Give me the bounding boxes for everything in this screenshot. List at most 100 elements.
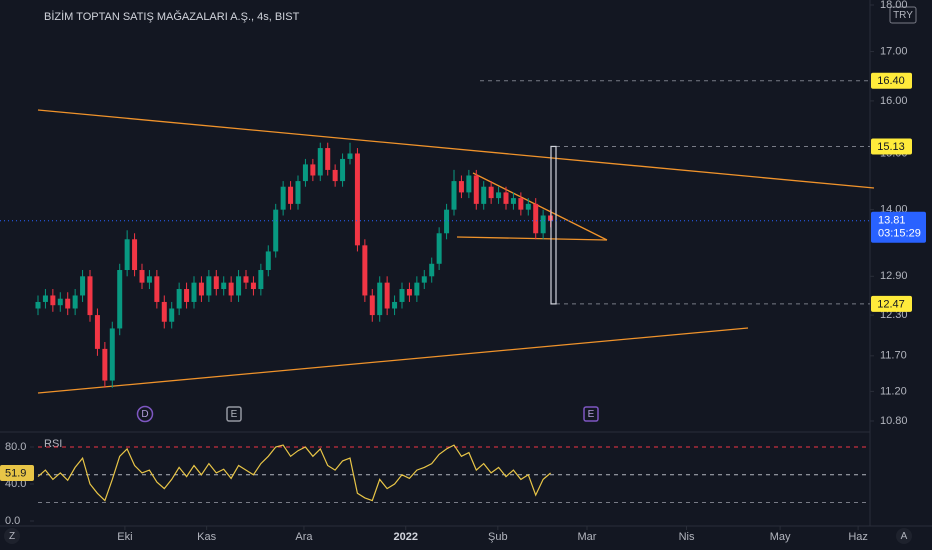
y-tick-label: 10.80: [880, 415, 908, 427]
event-marker[interactable]: [136, 405, 154, 423]
rsi-value-box: [0, 464, 34, 481]
rsi-label: RSI: [44, 438, 62, 450]
triangle-upper: [472, 172, 608, 241]
price-label: 15.13: [877, 141, 905, 153]
candle-body: [414, 282, 420, 296]
event-marker[interactable]: [583, 406, 599, 422]
price-label: 12.47: [877, 298, 905, 310]
candle-body: [406, 289, 412, 296]
x-tick-label: Haz: [848, 531, 868, 543]
candle-body: [510, 198, 516, 204]
candle-body: [221, 282, 227, 290]
candle-body: [184, 289, 190, 302]
rsi-tick-label: 80.0: [5, 441, 26, 453]
candle-body: [42, 295, 48, 302]
candle-body: [481, 186, 487, 204]
candle-body: [35, 301, 41, 309]
x-tick-label: Mar: [577, 531, 596, 543]
x-tick-label: Kas: [197, 531, 216, 543]
candle-body: [488, 186, 494, 199]
candle-body: [496, 192, 502, 199]
event-label[interactable]: E: [231, 409, 238, 420]
x-tick-label: 2022: [393, 531, 417, 543]
candle-body: [473, 175, 479, 204]
candle-body: [392, 301, 398, 309]
candle-body: [109, 328, 115, 381]
y-tick-label: 16.00: [880, 95, 908, 107]
price-label: 16.40: [877, 75, 905, 87]
y-tick-label: 17.00: [880, 45, 908, 57]
currency-box[interactable]: [889, 6, 917, 24]
candle-body: [540, 215, 546, 234]
candle-body: [117, 270, 123, 329]
candle-body: [340, 158, 346, 182]
candle-body: [102, 348, 108, 381]
candle-body: [72, 295, 78, 309]
candle-body: [332, 169, 338, 182]
candle-body: [139, 270, 145, 283]
x-tick-label: Nis: [679, 531, 695, 543]
candle-body: [444, 209, 450, 234]
y-tick-label: 12.90: [880, 270, 908, 282]
candle-body: [399, 289, 405, 302]
candle-body: [458, 181, 464, 193]
candle-body: [325, 148, 331, 170]
candle-body: [421, 276, 427, 283]
candle-body: [132, 239, 138, 271]
corner-icon[interactable]: [4, 528, 20, 544]
y-tick-label: 18.00: [880, 0, 908, 11]
rsi-value-label: 51.9: [5, 467, 26, 479]
event-label[interactable]: E: [588, 409, 595, 420]
rsi-tick-label: 0.0: [5, 515, 20, 527]
candle-body: [384, 282, 390, 309]
candle-body: [317, 148, 323, 176]
candle-body: [533, 203, 539, 234]
candle-body: [250, 282, 256, 290]
y-tick-label: 12.30: [880, 309, 908, 321]
x-tick-label: May: [770, 531, 791, 543]
currency[interactable]: TRY: [893, 10, 913, 21]
candle-body: [525, 203, 531, 210]
event-label[interactable]: D: [141, 409, 148, 420]
candle-body: [451, 181, 457, 210]
price-label-box: [871, 72, 912, 89]
candle-body: [65, 298, 71, 309]
candle-body: [169, 308, 175, 322]
candle-body: [176, 289, 182, 309]
candle-body: [57, 298, 63, 306]
event-marker[interactable]: [226, 406, 242, 422]
candle-body: [310, 164, 316, 176]
trendlines: [37, 109, 875, 394]
candle-body: [302, 164, 308, 182]
chart-title: BİZİM TOPTAN SATIŞ MAĞAZALARI A.Ş., 4s, …: [44, 10, 300, 23]
candle-body: [295, 181, 301, 204]
candle-body: [288, 186, 294, 204]
candle-body: [362, 245, 368, 296]
price-label-box: [871, 138, 912, 155]
candle-body: [236, 276, 242, 296]
range-measure: [550, 145, 557, 305]
candle-body: [154, 276, 160, 302]
candle-body: [213, 276, 219, 290]
last-price-label: 13.81: [878, 215, 906, 227]
candle-body: [87, 276, 93, 316]
candle-body: [198, 282, 204, 296]
y-tick-label: 11.20: [880, 385, 907, 397]
x-tick-label: Ara: [295, 531, 313, 543]
candle-body: [466, 175, 472, 193]
candle-body: [503, 192, 509, 204]
corner-icon-label[interactable]: A: [901, 531, 908, 542]
triangle-lower: [456, 236, 608, 241]
candle-body: [191, 282, 197, 302]
candle-body: [258, 270, 264, 290]
countdown: 03:15:29: [878, 228, 921, 240]
y-tick-label: 11.70: [880, 350, 907, 362]
candle-body: [436, 233, 442, 264]
corner-icon-label[interactable]: Z: [9, 531, 15, 542]
corner-icon[interactable]: [896, 528, 912, 544]
candle-body: [377, 282, 383, 316]
candle-body: [50, 295, 56, 306]
